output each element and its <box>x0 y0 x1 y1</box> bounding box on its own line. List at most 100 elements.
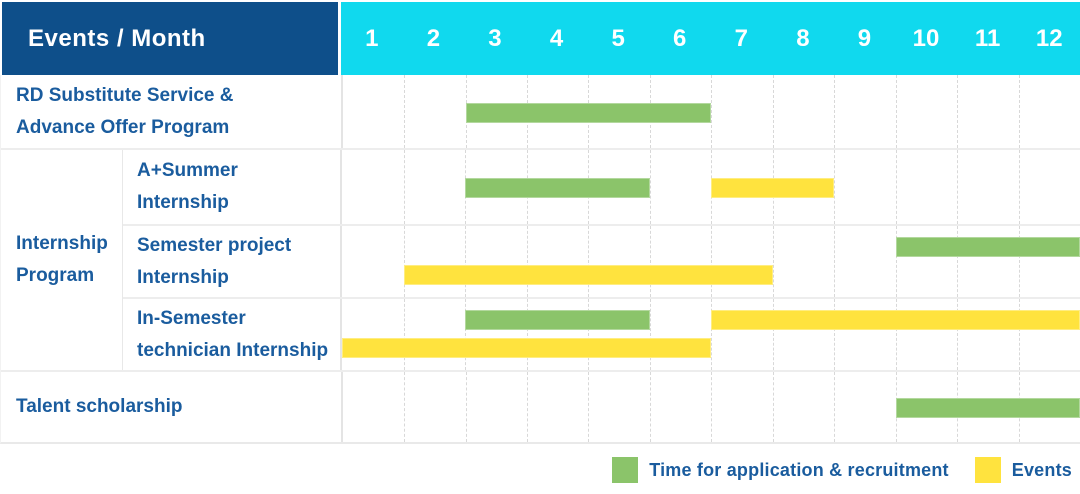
month-header-4: 4 <box>549 24 564 52</box>
month-cell <box>465 226 527 297</box>
gantt-bar-application <box>895 237 1080 257</box>
month-cell <box>711 299 773 370</box>
month-cell <box>1018 226 1080 297</box>
month-cell <box>834 75 895 148</box>
gantt-track-a-summer-internship <box>340 150 1080 224</box>
month-header-9: 9 <box>857 24 872 52</box>
month-cell <box>404 372 465 442</box>
month-header-3: 3 <box>488 24 502 52</box>
gantt-track-talent-scholarship <box>340 372 1080 442</box>
month-cell <box>465 299 527 370</box>
month-cell <box>711 75 772 148</box>
month-cell <box>342 299 404 370</box>
table-row-in-semester-technician-internship: In-Semester technician Internship <box>123 297 1080 370</box>
month-cell <box>772 372 834 442</box>
gantt-bar-application <box>465 310 650 330</box>
month-gridlines <box>343 75 1080 148</box>
month-cell <box>404 75 465 148</box>
month-header-2: 2 <box>426 24 441 52</box>
month-cell <box>588 372 649 442</box>
table-rowgroup-internship-program: Internship Program A+Summer Internship S… <box>1 148 1080 370</box>
month-gridlines <box>342 226 1080 297</box>
month-cell <box>649 226 712 297</box>
month-cell <box>711 226 773 297</box>
month-cell <box>895 299 958 370</box>
gantt-bar-application <box>465 102 712 123</box>
table-row-a-summer-internship: A+Summer Internship <box>123 150 1080 224</box>
month-cell <box>1018 150 1080 224</box>
legend-swatch-application-icon <box>612 457 639 483</box>
month-cell <box>772 75 834 148</box>
month-cell <box>895 75 957 148</box>
month-cell <box>403 226 466 297</box>
month-header-6: 6 <box>673 24 687 52</box>
month-gridlines <box>342 299 1080 370</box>
header-title: Events / Month <box>28 24 206 52</box>
month-header-12: 12 <box>1035 24 1063 52</box>
month-cell <box>957 299 1019 370</box>
month-cell <box>343 372 404 442</box>
month-cell <box>342 150 404 224</box>
month-cell <box>526 299 589 370</box>
month-cell <box>588 299 650 370</box>
month-cell <box>403 299 466 370</box>
row-label-talent-scholarship: Talent scholarship <box>16 396 183 418</box>
gantt-bar-application <box>895 398 1080 418</box>
legend: Time for application & recruitment Event… <box>612 457 1072 483</box>
month-cell <box>957 226 1019 297</box>
month-header-5: 5 <box>611 24 625 52</box>
month-header-7: 7 <box>734 24 748 52</box>
month-cell <box>588 226 650 297</box>
month-cell <box>343 75 404 148</box>
group-label-internship-program: Internship Program <box>1 150 123 370</box>
table-body: RD Substitute Service & Advance Offer Pr… <box>0 75 1080 444</box>
row-label-semester-project-internship: Semester project Internship <box>137 234 292 288</box>
row-label-rd-substitute: RD Substitute Service & Advance Offer Pr… <box>16 84 234 138</box>
month-cell <box>957 75 1018 148</box>
month-cell <box>649 150 712 224</box>
gantt-track-in-semester-technician-internship <box>340 299 1080 370</box>
month-cell <box>895 150 958 224</box>
month-cell <box>1018 75 1080 148</box>
month-cell <box>834 299 896 370</box>
table-header-row: Events / Month 1 2 3 4 5 6 7 8 9 10 11 12 <box>0 0 1080 75</box>
month-cell <box>527 372 588 442</box>
month-cell <box>711 372 772 442</box>
month-cell <box>1018 299 1080 370</box>
legend-item-events: Events <box>974 457 1072 483</box>
month-cell <box>834 226 896 297</box>
month-header-1: 1 <box>365 24 379 52</box>
legend-swatch-events-icon <box>974 457 1001 483</box>
month-cell <box>895 226 958 297</box>
month-header-row: 1 2 3 4 5 6 7 8 9 10 11 12 <box>341 2 1080 75</box>
month-header-8: 8 <box>796 24 810 52</box>
month-cell <box>649 372 711 442</box>
month-cell <box>465 372 527 442</box>
month-cell <box>772 299 835 370</box>
legend-label-events: Events <box>1011 459 1072 480</box>
legend-item-application: Time for application & recruitment <box>612 457 949 483</box>
gantt-bar-application <box>465 178 650 198</box>
row-label-a-summer-internship: A+Summer Internship <box>137 160 238 213</box>
gantt-bar-event <box>342 338 711 358</box>
gantt-track-semester-project-internship <box>340 226 1080 297</box>
gantt-track-rd-substitute <box>340 75 1080 148</box>
month-cell <box>772 226 835 297</box>
month-cell <box>834 372 895 442</box>
header-title-cell: Events / Month <box>2 2 338 75</box>
table-row-semester-project-internship: Semester project Internship <box>123 224 1080 297</box>
month-cell <box>649 299 712 370</box>
month-cell <box>957 150 1019 224</box>
month-cell <box>834 150 896 224</box>
month-header-11: 11 <box>974 24 1001 52</box>
month-cell <box>526 226 589 297</box>
row-label-in-semester-technician-internship: In-Semester technician Internship <box>137 307 329 361</box>
table-row-rd-substitute: RD Substitute Service & Advance Offer Pr… <box>1 75 1080 148</box>
month-header-10: 10 <box>912 24 940 52</box>
gantt-bar-event <box>711 310 1080 330</box>
table-row-talent-scholarship: Talent scholarship <box>1 370 1080 442</box>
internship-subrows: A+Summer Internship Semester project Int… <box>123 150 1080 370</box>
gantt-bar-event <box>711 178 834 198</box>
month-cell <box>342 226 404 297</box>
